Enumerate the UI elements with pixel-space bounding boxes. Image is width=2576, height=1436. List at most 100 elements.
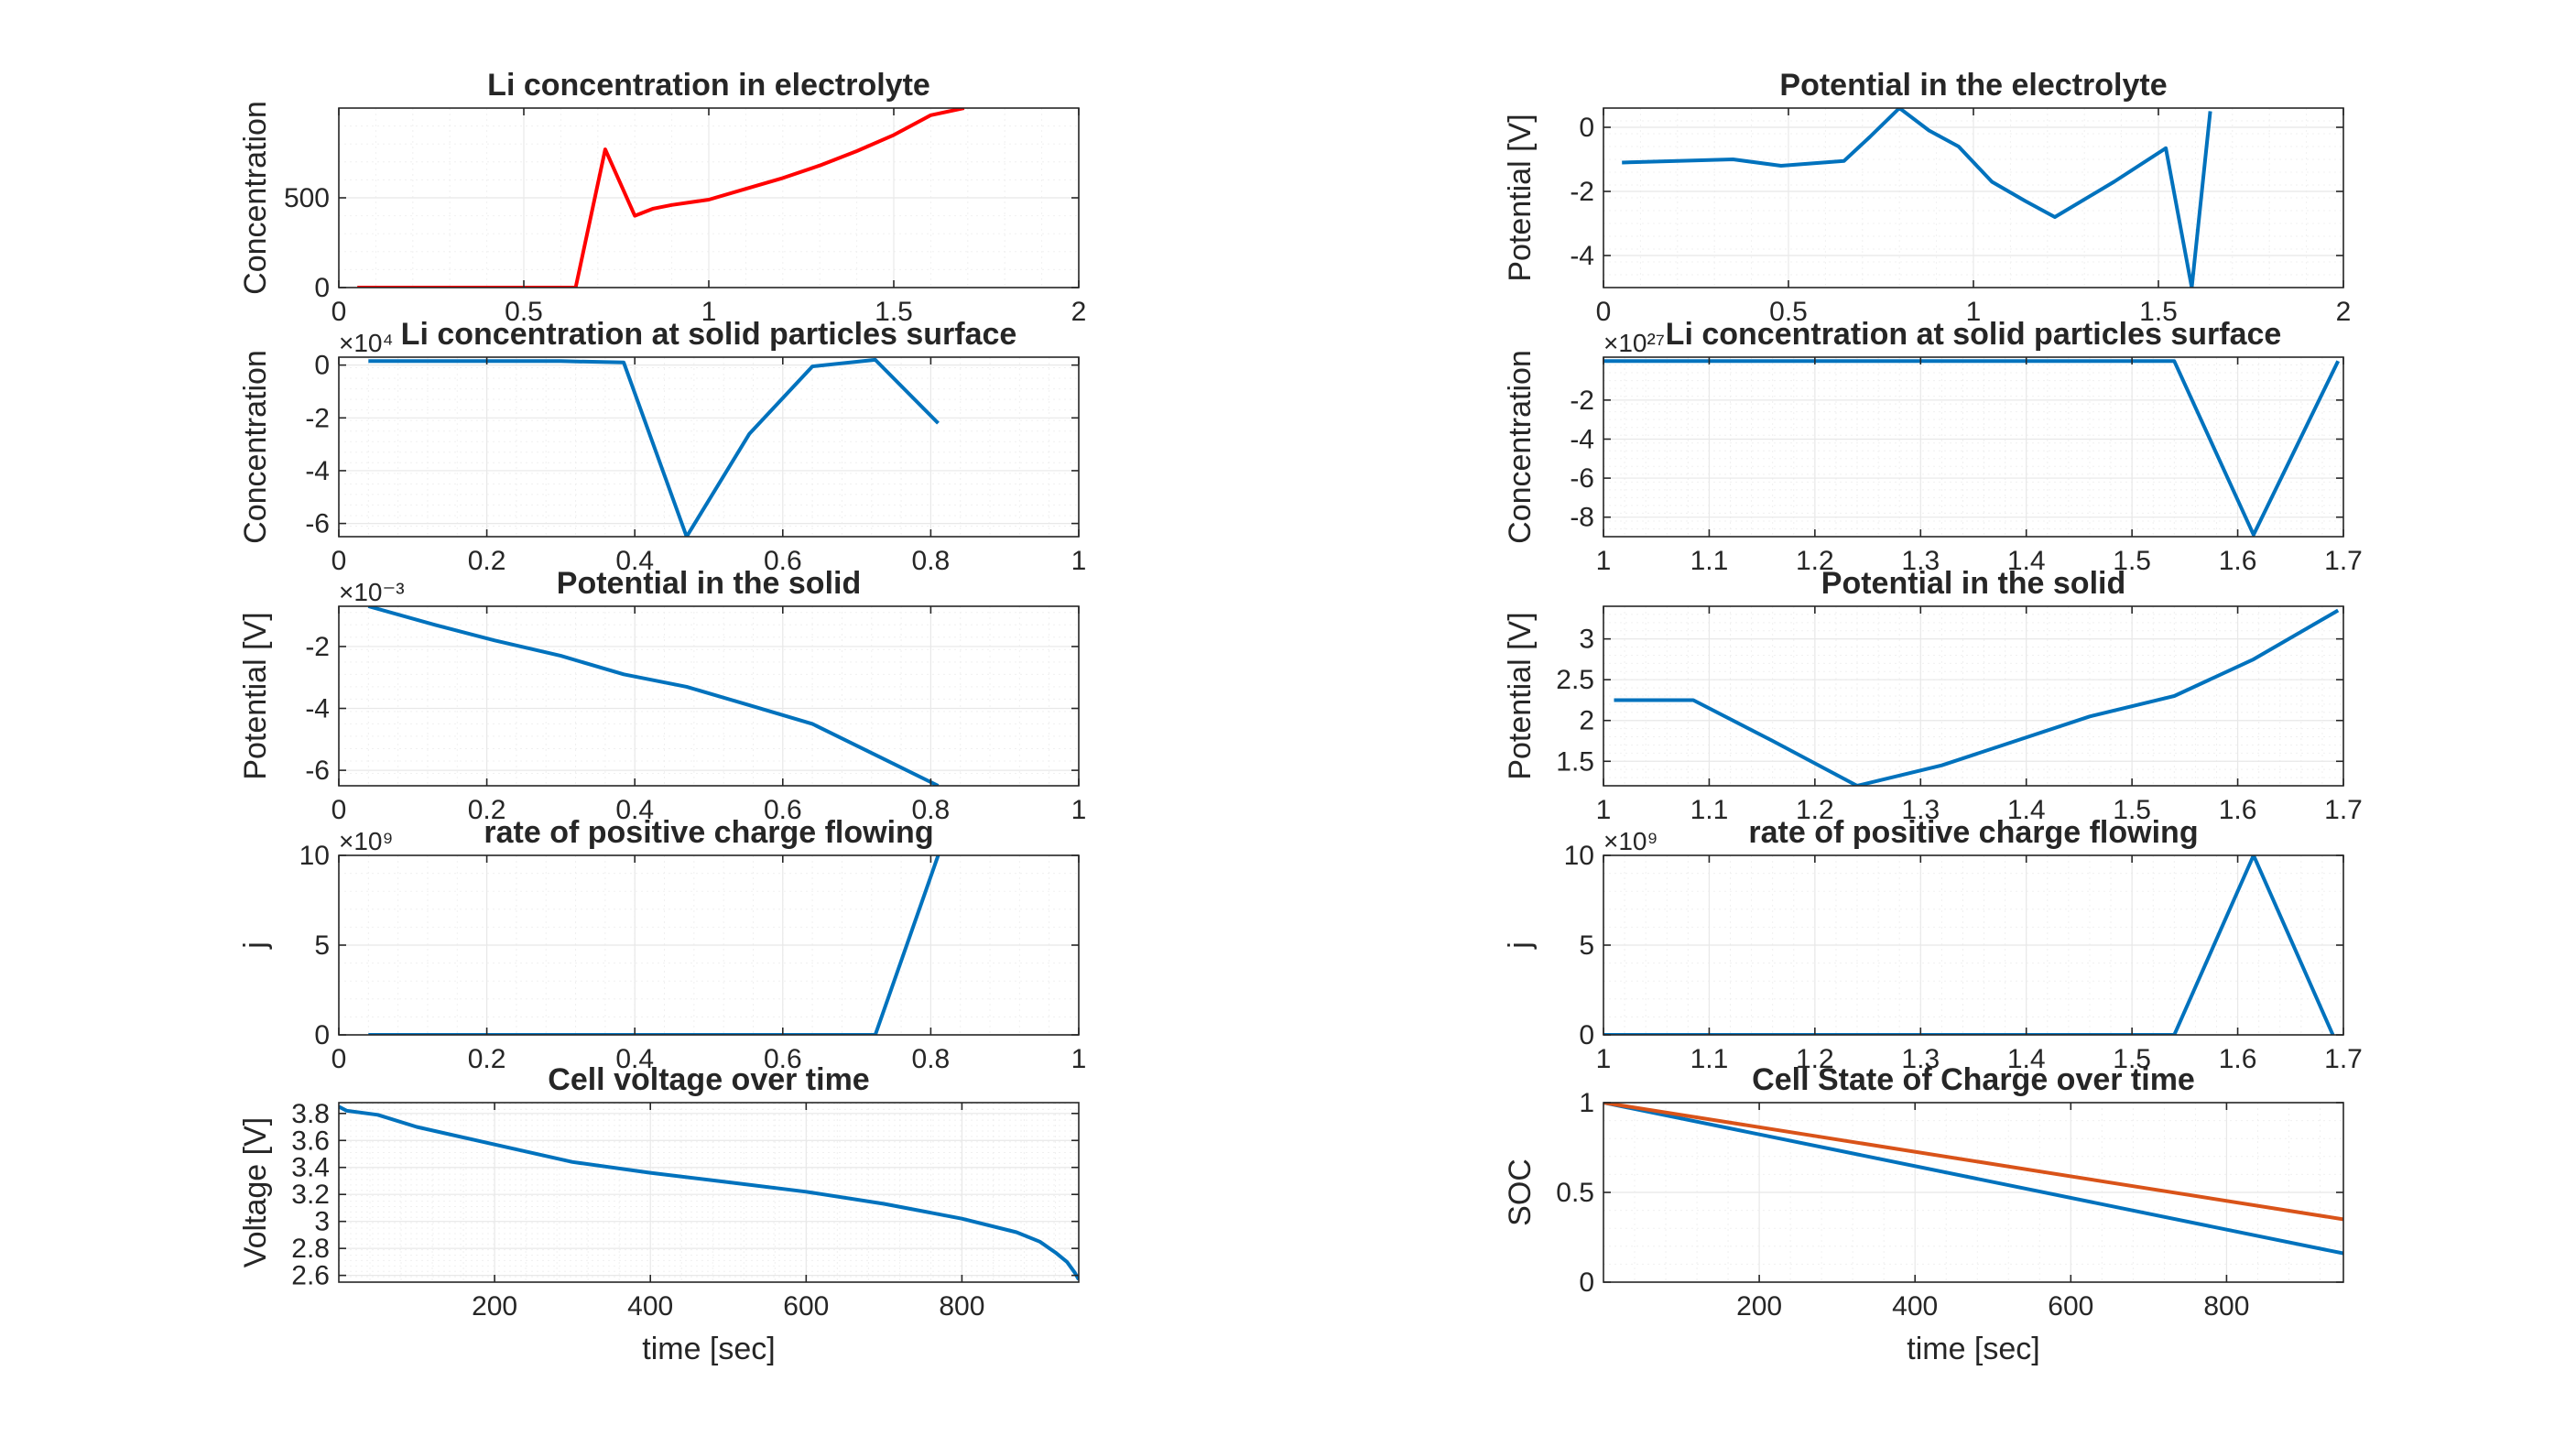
x-tick-label: 0.8 [912,795,951,825]
y-tick-label: 1.5 [1556,746,1594,777]
y-tick-label: 2.6 [291,1261,330,1291]
y-tick-label: 2.8 [291,1234,330,1264]
y-tick-label: -4 [1570,241,1594,271]
y-axis-label: Potential [V] [1503,612,1538,779]
chart-title: Potential in the solid [557,566,861,601]
x-tick-label: 0.6 [764,795,802,825]
x-tick-label: 0.4 [615,546,654,576]
series-line-0 [1622,108,2212,288]
y-tick-label: -8 [1570,503,1594,533]
series-line-0 [339,1104,1079,1281]
plot-area [339,1103,1079,1282]
chart-title: Cell voltage over time [548,1062,869,1097]
axes-box [1603,605,2344,787]
y-tick-label: 0 [314,1020,330,1050]
x-tick-label: 0 [332,297,347,327]
axes-box [338,605,1080,787]
x-tick-label: 1.2 [1796,546,1834,576]
y-tick-label: -2 [1570,177,1594,207]
x-axis-label: time [sec] [1907,1332,2039,1366]
x-tick-label: 1.7 [2324,795,2363,825]
y-axis-label: Potential [V] [238,612,273,779]
y-axis-label: Concentration [1503,350,1538,544]
x-tick-label: 1 [1966,297,1982,327]
chart-title: Cell State of Charge over time [1752,1062,2195,1097]
chart-title: Potential in the solid [1821,566,2125,601]
y-tick-label: 0 [1579,1020,1594,1050]
series-line-0 [357,108,965,288]
y-tick-label: 3 [1579,625,1594,655]
chart-title: Li concentration at solid particles surf… [1666,317,2282,352]
x-tick-label: 1.3 [1901,546,1940,576]
x-tick-label: 1.6 [2219,795,2257,825]
series-line-0 [1603,855,2335,1035]
y-axis-exponent: ×10⁴ [339,329,394,357]
chart-rate-positive-charge-right: 1 1.1 1.2 1.3 1.4 1.5 1.6 1.7 0 5 10 ×10⁹ rate of po… [1503,815,2363,1074]
x-tick-label: 1.5 [2113,1044,2151,1074]
y-tick-label: 2.5 [1556,665,1594,695]
x-tick-label: 1.1 [1690,546,1729,576]
y-tick-label: 5 [1579,930,1594,961]
x-tick-label: 1.6 [2219,546,2257,576]
x-tick-label: 0.6 [764,546,802,576]
series-line-0 [368,357,940,537]
y-tick-label: 500 [284,183,330,213]
x-tick-label: 1 [1071,795,1087,825]
x-tick-label: 1 [1596,1044,1612,1074]
x-tick-label: 1.7 [2324,1044,2363,1074]
x-tick-label: 1 [1071,546,1087,576]
x-tick-label: 1.6 [2219,1044,2257,1074]
x-tick-label: 1 [701,297,717,327]
y-tick-label: -2 [305,632,330,662]
y-tick-label: -2 [1570,386,1594,416]
y-axis-exponent: ×10⁹ [1603,827,1658,855]
x-axis-label: time [sec] [642,1332,775,1366]
x-tick-label: 1.5 [2113,546,2151,576]
y-tick-label: -4 [1570,424,1594,454]
chart-cell-voltage: 200 400 600 800 2.62.833.23.43.63.8 Cell volt… [238,1062,1080,1366]
y-axis-exponent: ×10⁹ [339,827,394,855]
chart-title: Li concentration at solid particles surf… [401,317,1017,352]
y-axis-exponent: ×10²⁷ [1603,329,1665,357]
y-tick-label: -2 [305,403,330,433]
x-tick-label: 0.4 [615,795,654,825]
x-tick-label: 1.5 [2113,795,2151,825]
axes-box [338,356,1080,538]
x-tick-label: 200 [1736,1291,1782,1322]
x-tick-label: 1.5 [875,297,913,327]
y-tick-label: -6 [305,509,330,539]
chart-li-conc-solid-surface-right: 1 1.1 1.2 1.3 1.4 1.5 1.6 1.7 -8 -6 -4 -2 ×10²⁷ Li co… [1503,317,2363,576]
x-tick-label: 400 [627,1291,673,1322]
y-axis-exponent: ×10⁻³ [339,578,405,606]
y-tick-label: -6 [1570,463,1594,494]
y-tick-label: 10 [299,841,330,871]
chart-potential-solid-left: 0 0.2 0.4 0.6 0.8 1 -6 -4 -2 ×10⁻³ Potential in th… [238,566,1086,825]
plot-area [339,606,1079,786]
y-axis-label: Concentration [238,350,273,544]
y-tick-label: 3.8 [291,1099,330,1129]
x-tick-label: 0.8 [912,546,951,576]
chart-li-conc-solid-surface-left: 0 0.2 0.4 0.6 0.8 1 -6 -4 -2 0 ×10⁴ Li concentratio… [238,317,1086,576]
y-axis-label: Potential [V] [1503,114,1538,281]
x-tick-label: 1.2 [1796,795,1834,825]
x-tick-label: 0.5 [505,297,543,327]
x-tick-label: 0 [1596,297,1612,327]
chart-title: rate of positive charge flowing [1748,815,2198,850]
x-tick-label: 1.1 [1690,795,1729,825]
x-tick-label: 200 [472,1291,517,1322]
plot-area [1603,357,2343,537]
x-tick-label: 1 [1596,795,1612,825]
x-tick-label: 0 [332,1044,347,1074]
x-tick-label: 1.3 [1901,1044,1940,1074]
y-tick-label: 1 [1579,1088,1594,1118]
chart-potential-electrolyte: 0 0.5 1 1.5 2 -4 -2 0 Potential in the electroly… [1503,68,2351,327]
y-tick-label: 0 [1579,113,1594,143]
axes-box [1603,356,2344,538]
chart-title: Potential in the electrolyte [1779,68,2167,103]
y-tick-label: 0.5 [1556,1178,1594,1208]
x-tick-label: 0.2 [468,1044,506,1074]
chart-title: Li concentration in electrolyte [487,68,930,103]
x-tick-label: 1.2 [1796,1044,1834,1074]
